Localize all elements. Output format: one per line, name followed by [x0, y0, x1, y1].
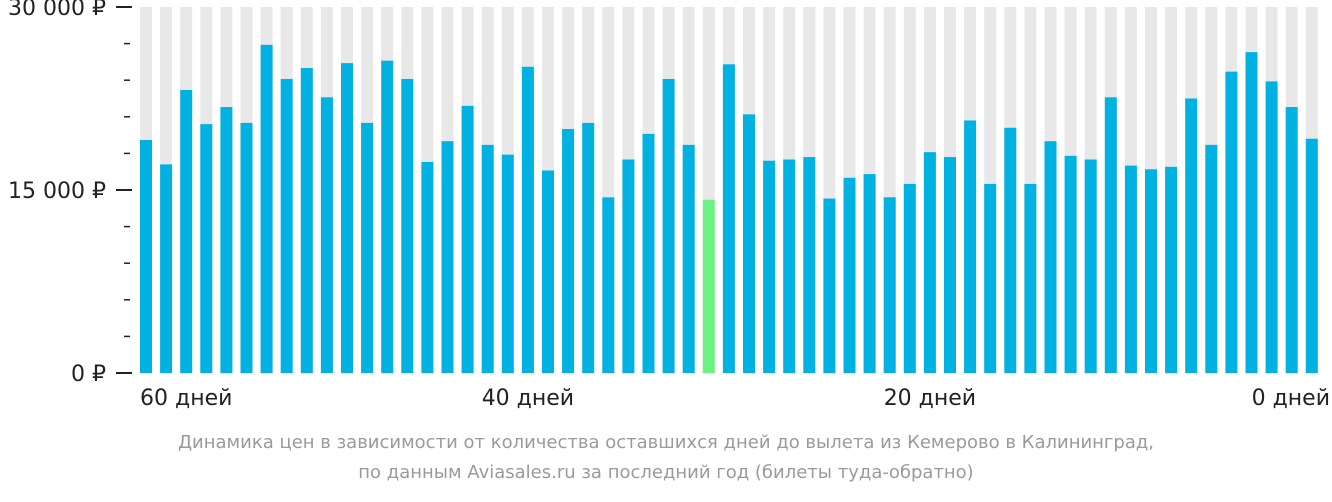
x-tick-label: 20 дней [884, 386, 976, 411]
x-tick-label: 0 дней [1252, 386, 1330, 411]
bar[interactable] [743, 114, 755, 374]
bar[interactable] [984, 183, 997, 373]
bar[interactable] [903, 183, 916, 373]
bar[interactable] [622, 159, 635, 374]
bar[interactable] [542, 170, 554, 373]
bar[interactable] [1064, 155, 1077, 373]
bar[interactable] [863, 174, 876, 373]
bar[interactable] [421, 161, 434, 373]
bar[interactable] [501, 154, 514, 373]
bar[interactable] [441, 141, 454, 373]
bar[interactable] [1104, 97, 1117, 373]
bar[interactable] [1145, 169, 1157, 373]
bar[interactable] [1305, 138, 1318, 373]
bar[interactable] [642, 133, 655, 373]
bar[interactable] [923, 152, 936, 373]
bar[interactable] [200, 124, 213, 374]
bar[interactable] [883, 197, 896, 373]
bars [140, 44, 1318, 374]
y-tick-label: 15 000 ₽ [8, 179, 106, 204]
chart-caption-line-2: по данным Aviasales.ru за последний год … [358, 462, 974, 483]
bar[interactable] [1165, 166, 1178, 373]
bar[interactable] [341, 63, 353, 374]
bar[interactable] [682, 144, 695, 373]
bar[interactable] [1245, 52, 1258, 373]
bar[interactable] [1285, 107, 1298, 373]
bar[interactable] [461, 105, 474, 373]
bar[interactable] [843, 177, 856, 373]
bar[interactable] [1185, 98, 1198, 374]
bar[interactable] [783, 159, 796, 374]
bar[interactable] [1225, 71, 1238, 373]
bar[interactable] [722, 64, 735, 373]
bar[interactable] [1004, 127, 1017, 373]
bar[interactable] [1044, 141, 1057, 373]
bar[interactable] [602, 197, 615, 373]
bar[interactable] [220, 107, 233, 373]
bar[interactable] [1084, 159, 1097, 374]
bar[interactable] [582, 122, 595, 374]
bar[interactable] [180, 89, 193, 374]
y-axis: 0 ₽ 15 000 ₽ 30 000 ₽ [8, 0, 132, 387]
bar[interactable] [803, 157, 816, 373]
bar[interactable] [562, 129, 575, 373]
x-tick-label: 40 дней [482, 386, 574, 411]
bar[interactable] [300, 68, 313, 373]
bar[interactable] [1265, 81, 1278, 374]
bar[interactable] [260, 44, 273, 373]
y-tick-label: 30 000 ₽ [8, 0, 106, 21]
bar[interactable] [1205, 144, 1218, 373]
bar[interactable] [823, 198, 836, 373]
x-axis: 60 дней 40 дней 20 дней 0 дней [140, 386, 1330, 411]
x-tick-label: 60 дней [140, 386, 232, 411]
bar[interactable] [361, 122, 374, 374]
bar[interactable] [320, 97, 333, 373]
chart-caption-line-1: Динамика цен в зависимости от количества… [177, 432, 1155, 453]
bar-lowest-price[interactable] [702, 199, 715, 373]
bar[interactable] [763, 160, 776, 373]
bar[interactable] [401, 78, 414, 373]
bar[interactable] [381, 60, 394, 374]
bar[interactable] [1124, 165, 1137, 373]
bar[interactable] [944, 157, 956, 373]
bar[interactable] [521, 66, 534, 373]
bar[interactable] [1024, 183, 1037, 373]
bar[interactable] [280, 78, 293, 373]
bar[interactable] [964, 120, 977, 374]
y-tick-label: 0 ₽ [71, 362, 106, 387]
bar[interactable] [140, 139, 152, 373]
bar[interactable] [160, 164, 173, 373]
bar[interactable] [481, 144, 494, 373]
bar[interactable] [662, 78, 675, 373]
bar[interactable] [240, 122, 253, 374]
